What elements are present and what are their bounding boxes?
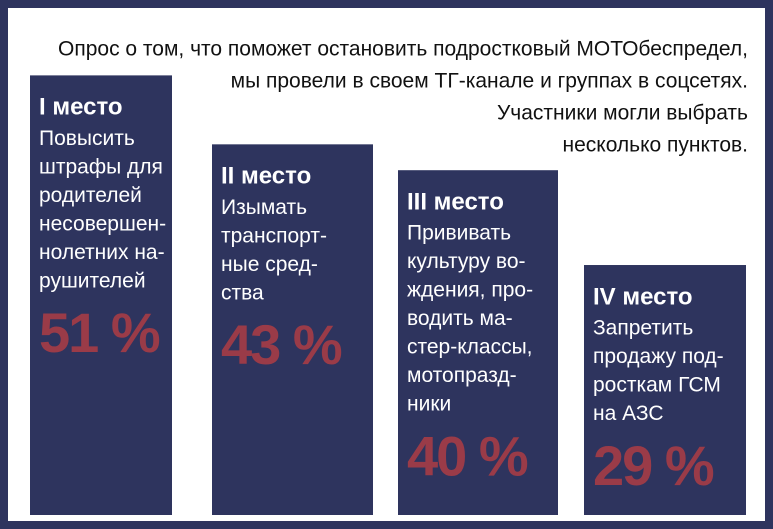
bar xyxy=(212,144,373,515)
place-label: I место xyxy=(39,94,123,121)
place-label: IV место xyxy=(593,283,693,310)
description-line: нолетних на- xyxy=(39,241,165,264)
value-label: 40 % xyxy=(407,424,528,487)
description-line: водить ма- xyxy=(407,307,513,330)
value-label: 29 % xyxy=(593,434,714,497)
description-line: на АЗС xyxy=(593,402,664,425)
description-line: стер-классы, xyxy=(407,336,533,359)
bar xyxy=(584,265,746,515)
bar xyxy=(30,75,172,515)
place-label: II место xyxy=(221,163,311,190)
description-line: росткам ГСМ xyxy=(593,374,721,397)
value-label: 51 % xyxy=(39,301,160,364)
description-line: несовершен- xyxy=(39,212,166,235)
description-line: штрафы для xyxy=(39,155,163,178)
value-label: 43 % xyxy=(221,313,342,376)
description-line: транспорт- xyxy=(221,224,327,247)
description-line: Прививать xyxy=(407,222,511,245)
description-line: продажу под- xyxy=(593,345,724,368)
description-line: Повысить xyxy=(39,127,135,150)
description-line: ства xyxy=(221,281,264,304)
description-line: рушителей xyxy=(39,269,146,292)
description-line: культуру во- xyxy=(407,250,526,273)
title-line: мы провели в своем ТГ-канале и группах в… xyxy=(231,70,748,93)
description-line: родителей xyxy=(39,184,142,207)
place-label: III место xyxy=(407,189,504,216)
description-line: ждения, про- xyxy=(407,279,533,302)
bar xyxy=(398,170,558,515)
description-line: Изымать xyxy=(221,196,307,219)
description-line: ные сред- xyxy=(221,253,318,276)
title-line: несколько пунктов. xyxy=(563,134,749,157)
title-line: Опрос о том, что поможет остановить подр… xyxy=(58,38,748,61)
description-line: Запретить xyxy=(593,317,693,340)
title-line: Участники могли выбрать xyxy=(497,102,748,125)
description-line: ники xyxy=(407,393,451,416)
description-line: мотопразд- xyxy=(407,364,517,387)
